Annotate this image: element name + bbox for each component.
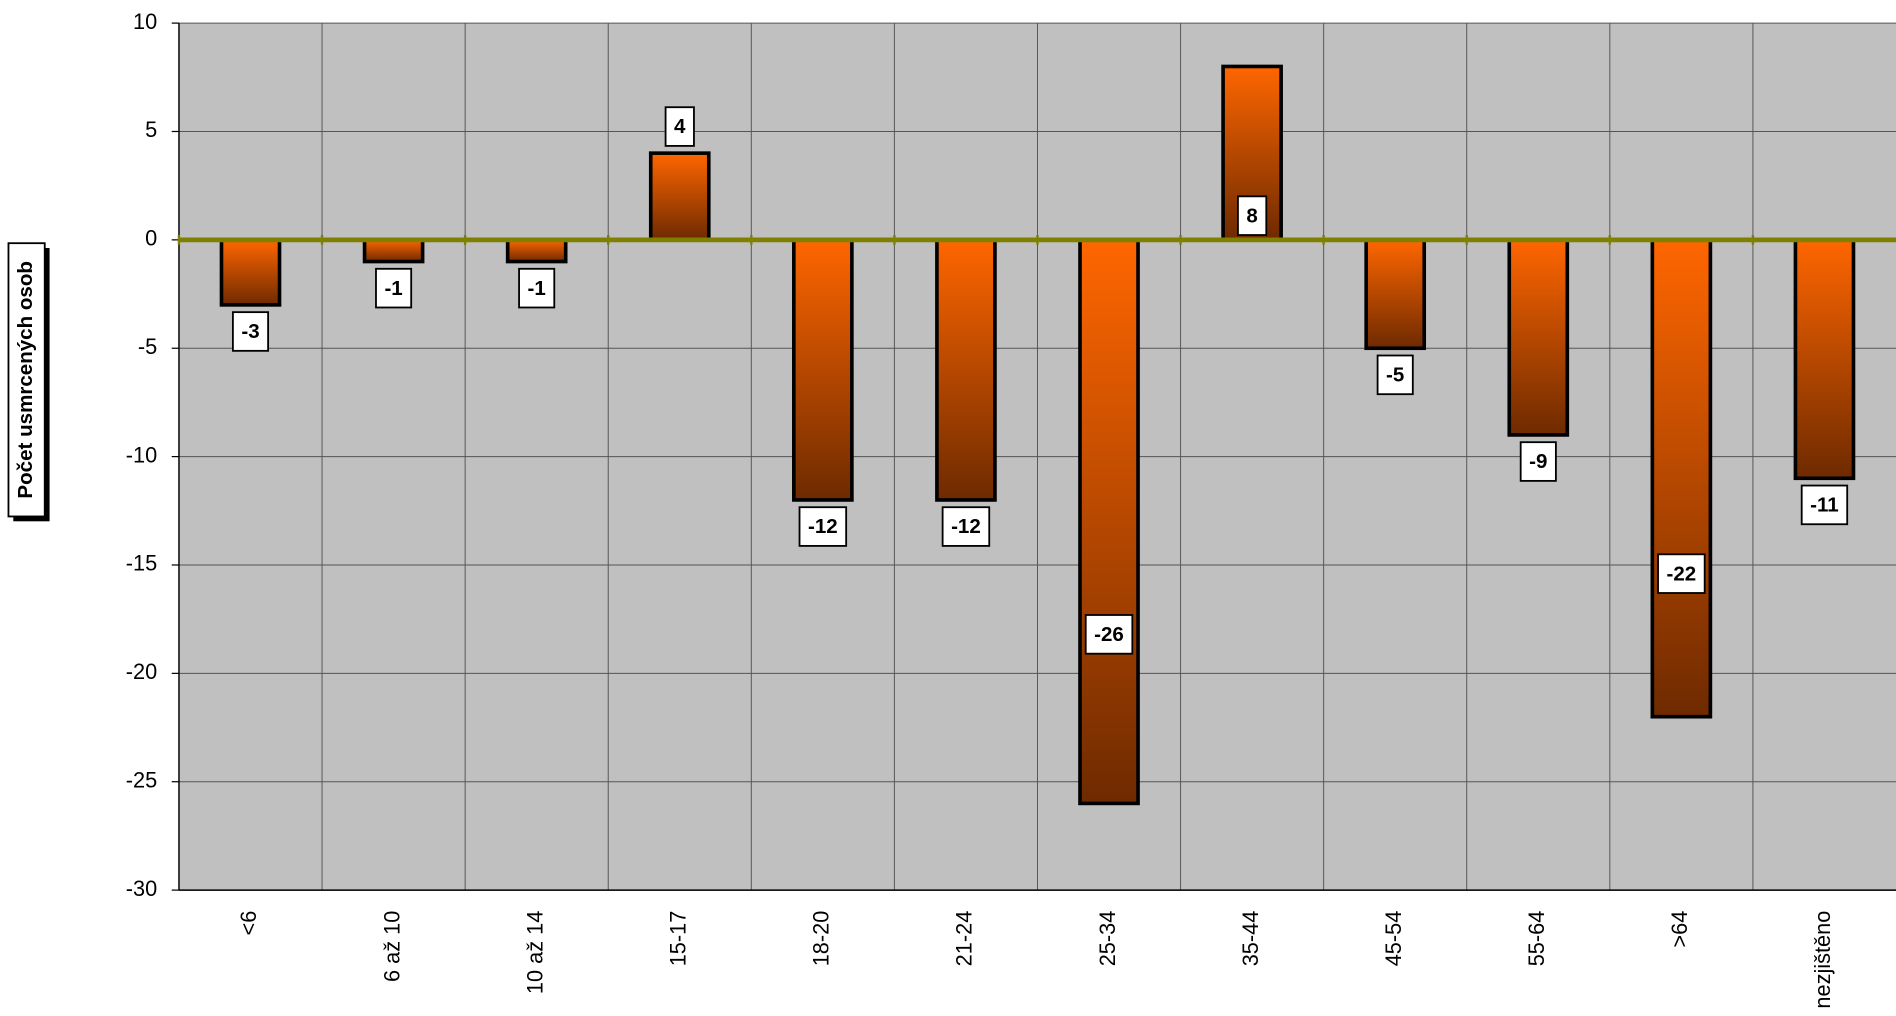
x-tick-label: 6 až 10 bbox=[379, 911, 404, 982]
data-label: -12 bbox=[941, 506, 991, 547]
y-tick-label: -30 bbox=[126, 876, 157, 901]
y-tick-label: -5 bbox=[138, 334, 157, 359]
data-label-box bbox=[1237, 195, 1268, 236]
data-label-text: 4 bbox=[674, 115, 686, 138]
data-label-box bbox=[1376, 354, 1414, 396]
data-label-box bbox=[375, 267, 413, 309]
bar bbox=[648, 151, 711, 242]
data-label-text: -11 bbox=[1810, 494, 1839, 517]
bar bbox=[1507, 238, 1570, 437]
y-axis-title: Počet usmrcených osob bbox=[7, 242, 50, 522]
x-tick-label: >64 bbox=[1667, 911, 1692, 948]
x-tick-label: 35-44 bbox=[1238, 911, 1263, 967]
bar bbox=[505, 238, 568, 264]
data-label: -11 bbox=[1800, 484, 1849, 526]
y-tick-label: -15 bbox=[126, 551, 157, 576]
data-label: -12 bbox=[798, 506, 848, 547]
data-label-box bbox=[941, 506, 991, 547]
y-tick-label: -25 bbox=[126, 767, 157, 792]
data-label-text: -3 bbox=[241, 320, 259, 343]
x-tick-label: 10 až 14 bbox=[522, 911, 547, 994]
x-tick-label: 15-17 bbox=[666, 911, 691, 967]
bar bbox=[1364, 238, 1427, 351]
y-tick-label: 10 bbox=[133, 9, 157, 34]
data-label-text: 8 bbox=[1246, 204, 1257, 227]
data-label: -9 bbox=[1519, 441, 1557, 482]
x-tick-label: 18-20 bbox=[809, 911, 834, 967]
x-tick-label: 25-34 bbox=[1095, 911, 1120, 967]
data-label-text: -12 bbox=[951, 515, 981, 538]
data-label-box bbox=[231, 311, 270, 352]
y-tick-label: -10 bbox=[126, 442, 157, 467]
bar bbox=[219, 238, 282, 307]
x-tick-label: 55-64 bbox=[1524, 911, 1549, 967]
bar bbox=[362, 238, 425, 264]
data-label-box bbox=[1657, 553, 1706, 594]
bar bbox=[935, 238, 997, 502]
y-tick-label: 5 bbox=[145, 117, 157, 142]
data-label-text: -9 bbox=[1529, 450, 1547, 473]
bar bbox=[792, 238, 854, 502]
data-label-text: -5 bbox=[1386, 363, 1404, 386]
data-label-text: -22 bbox=[1667, 562, 1697, 585]
data-label-box bbox=[664, 106, 695, 147]
data-label: 8 bbox=[1237, 195, 1268, 236]
data-label: -22 bbox=[1657, 553, 1706, 594]
data-label-text: -12 bbox=[808, 515, 838, 538]
data-label-box bbox=[1800, 484, 1849, 526]
x-tick-label: nezjištěno bbox=[1810, 911, 1835, 1009]
data-label-text: -26 bbox=[1094, 623, 1124, 646]
data-label: 4 bbox=[664, 106, 695, 147]
data-label: -1 bbox=[518, 267, 556, 309]
y-axis-label: Počet usmrcených osob bbox=[14, 261, 37, 499]
data-label-box bbox=[1084, 614, 1134, 655]
data-label: -5 bbox=[1376, 354, 1414, 396]
bar bbox=[1650, 238, 1713, 719]
data-label-box bbox=[518, 267, 556, 309]
data-label: -26 bbox=[1084, 614, 1134, 655]
bar bbox=[1793, 238, 1856, 481]
x-tick-label: <6 bbox=[236, 911, 261, 936]
data-label: -1 bbox=[375, 267, 413, 309]
x-tick-label: 45-54 bbox=[1381, 911, 1406, 967]
data-label-box bbox=[798, 506, 848, 547]
data-label-text: -1 bbox=[384, 277, 402, 300]
data-label: -3 bbox=[231, 311, 270, 352]
x-tick-label: 21-24 bbox=[952, 911, 977, 967]
y-tick-label: -20 bbox=[126, 659, 157, 684]
bar bbox=[1078, 238, 1140, 806]
y-tick-label: 0 bbox=[145, 226, 157, 251]
data-label-text: -1 bbox=[528, 277, 546, 300]
data-label-box bbox=[1519, 441, 1557, 482]
